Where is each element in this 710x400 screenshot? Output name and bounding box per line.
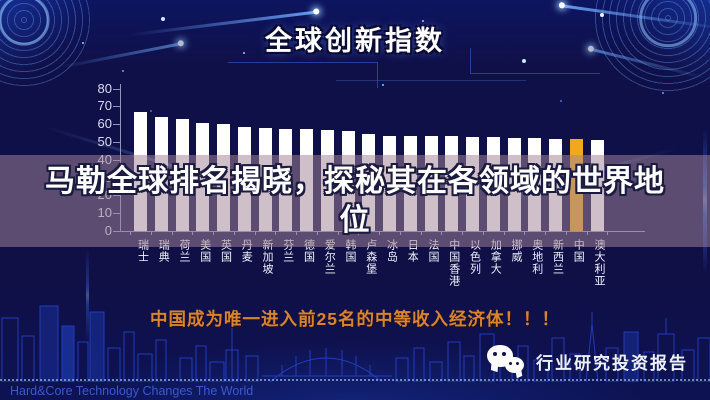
circuit-line [336, 80, 526, 81]
category-label: 卢森堡 [364, 239, 377, 275]
wechat-small-bubble [505, 357, 524, 373]
edge-glow [86, 248, 89, 343]
dotted-divider [0, 379, 710, 381]
y-axis-tick [113, 88, 120, 90]
y-axis-tick [113, 106, 120, 108]
city-skyline [1, 305, 710, 382]
category-label: 以色列 [468, 239, 481, 275]
category-label: 奥地利 [530, 239, 543, 275]
category-label: 中国香港 [447, 239, 460, 287]
category-label: 爱尔兰 [323, 239, 336, 275]
y-axis-tick-label: 70 [97, 98, 112, 114]
wechat-account-name: 行业研究投资报告 [536, 353, 688, 373]
category-label: 澳大利亚 [593, 239, 605, 287]
circuit-line [470, 48, 600, 74]
page-title: 全球创新指数 [265, 26, 445, 56]
statement-banner: 中国成为唯一进入前25名的中等收入经济体！！！ [150, 309, 560, 329]
headline-line1: 马勒全球排名揭晓，探秘其在各领域的世界地 [45, 165, 665, 198]
footer-slogan: Hard&Core Technology Changes The World [10, 384, 254, 398]
headline-overlay: 马勒全球排名揭晓，探秘其在各领域的世界地 位 [0, 155, 710, 247]
headline-line2: 位 [339, 204, 371, 237]
y-axis-tick-label: 80 [97, 80, 112, 96]
y-axis-tick-label: 60 [97, 116, 112, 132]
category-label: 新加坡 [261, 239, 273, 275]
circuit-line [228, 62, 378, 88]
y-axis-tick [113, 124, 120, 126]
y-axis-tick-label: 50 [97, 134, 112, 149]
category-label: 新西兰 [551, 239, 564, 275]
wechat-badge: 行业研究投资报告 [487, 344, 688, 379]
wechat-icon [487, 344, 527, 379]
category-label: 加拿大 [489, 239, 502, 275]
y-axis-tick [113, 142, 120, 143]
